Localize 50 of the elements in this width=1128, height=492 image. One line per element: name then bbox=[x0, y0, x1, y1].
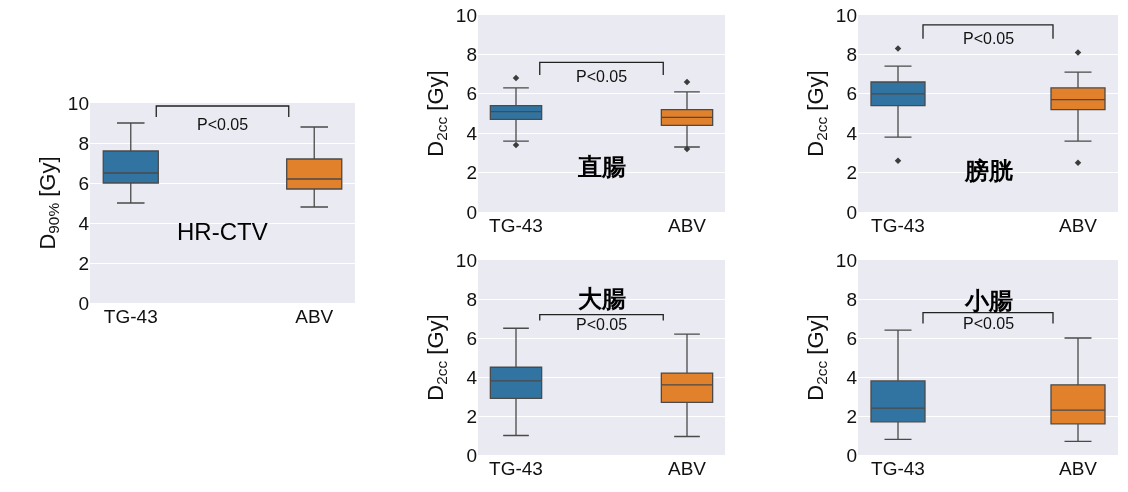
y-tick-label: 0 bbox=[846, 444, 857, 466]
y-tick-label: 2 bbox=[78, 252, 89, 274]
text: HR-CTV bbox=[177, 218, 268, 245]
text: 小腸 bbox=[964, 287, 1013, 314]
annotation: P<0.05 bbox=[576, 316, 628, 333]
y-tick-label: 4 bbox=[78, 212, 90, 234]
y-tick-label: 2 bbox=[846, 162, 857, 184]
x-tick-label: ABV bbox=[667, 215, 707, 236]
y-tick-label: 2 bbox=[466, 405, 477, 427]
y-tick-label: 4 bbox=[466, 366, 478, 388]
x-tick-label: ABV bbox=[1058, 215, 1098, 236]
y-tick-label: 0 bbox=[466, 201, 477, 223]
y-tick-label: 0 bbox=[78, 292, 89, 314]
y-tick-label: 6 bbox=[846, 83, 857, 105]
y-tick-label: 0 bbox=[846, 201, 857, 223]
y-tick-label: 8 bbox=[78, 132, 89, 154]
y-tick-label: 0 bbox=[466, 444, 477, 466]
y-tick-label: 8 bbox=[466, 44, 477, 66]
text: 大腸 bbox=[578, 285, 626, 312]
x-tick-label: TG-43 bbox=[871, 458, 925, 479]
y-tick-label: 8 bbox=[846, 288, 857, 310]
annotation: P<0.05 bbox=[197, 116, 249, 133]
x-tick-label: ABV bbox=[667, 458, 707, 479]
x-tick-label: ABV bbox=[1058, 458, 1098, 479]
x-tick-label: TG-43 bbox=[489, 215, 543, 236]
annotation: P<0.05 bbox=[963, 30, 1015, 47]
y-tick-label: 4 bbox=[846, 366, 858, 388]
x-tick-label: TG-43 bbox=[489, 458, 543, 479]
y-tick-label: 4 bbox=[466, 122, 478, 144]
y-tick-label: 6 bbox=[466, 83, 477, 105]
y-tick-label: 2 bbox=[846, 405, 857, 427]
y-tick-label: 10 bbox=[455, 249, 477, 271]
y-tick-label: 6 bbox=[846, 327, 857, 349]
y-tick-label: 6 bbox=[466, 327, 477, 349]
y-tick-label: 4 bbox=[846, 122, 858, 144]
annotation: P<0.05 bbox=[963, 315, 1015, 332]
y-tick-label: 8 bbox=[466, 288, 477, 310]
text: 直腸 bbox=[577, 153, 626, 180]
x-tick-label: ABV bbox=[295, 306, 334, 327]
annotation: P<0.05 bbox=[576, 68, 628, 85]
y-tick-label: 8 bbox=[846, 44, 857, 66]
x-tick-label: TG-43 bbox=[871, 215, 925, 236]
y-tick-label: 10 bbox=[835, 249, 857, 271]
text: 膀胱 bbox=[964, 157, 1013, 184]
y-tick-label: 10 bbox=[455, 4, 477, 26]
y-tick-label: 6 bbox=[78, 172, 89, 194]
y-tick-label: 2 bbox=[466, 162, 477, 184]
y-tick-label: 10 bbox=[67, 92, 89, 114]
y-tick-label: 10 bbox=[835, 4, 857, 26]
x-tick-label: TG-43 bbox=[103, 306, 158, 327]
